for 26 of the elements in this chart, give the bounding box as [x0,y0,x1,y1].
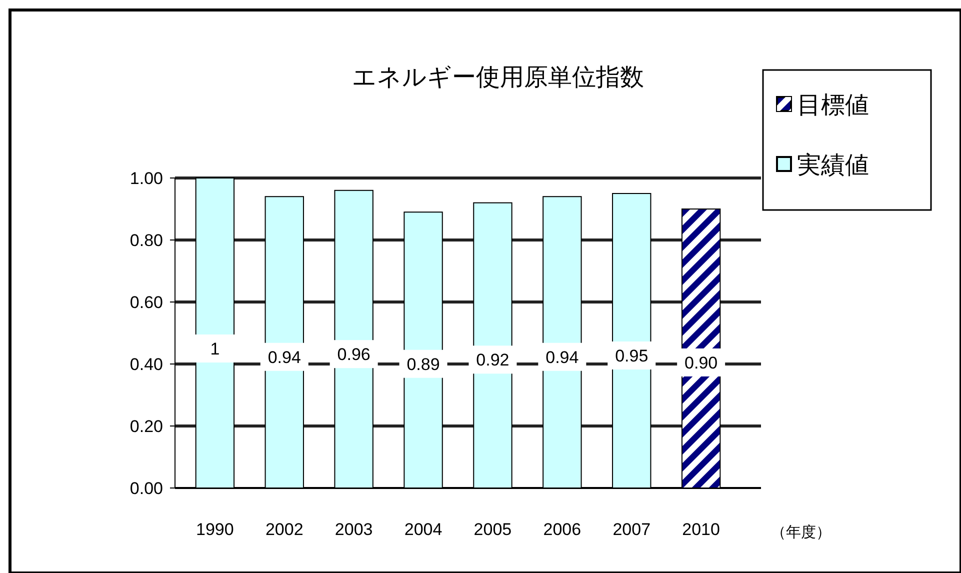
y-tick-label: 0.60 [130,293,163,312]
data-label: 0.96 [337,345,370,364]
data-label: 0.90 [684,353,718,372]
y-tick-label: 1.00 [130,169,163,188]
x-tick-label: 2004 [404,520,442,539]
data-label: 0.94 [268,348,301,367]
x-axis-title: （年度） [771,524,831,541]
x-tick-label: 1990 [196,520,234,539]
legend-label: 実績値 [797,152,869,179]
data-label: 0.92 [476,350,510,370]
legend-label: 目標値 [797,92,869,119]
data-label: 0.89 [406,354,440,374]
data-label: 1 [210,340,220,358]
x-tick-label: 2003 [334,520,373,539]
chart-title: エネルギー使用原単位指数 [352,64,644,91]
x-tick-label: 2005 [474,520,512,539]
y-tick-label: 0.40 [130,355,163,374]
data-label: 0.94 [546,348,579,367]
y-tick-label: 0.80 [130,231,163,250]
x-tick-label: 2006 [543,520,582,539]
data-label: 0.95 [615,346,648,366]
x-tick-label: 2007 [612,520,651,539]
x-tick-label: 2002 [265,520,304,539]
y-tick-label: 0.20 [130,417,163,436]
x-tick-label: 2010 [682,520,720,539]
y-tick-label: 0.00 [130,479,163,498]
